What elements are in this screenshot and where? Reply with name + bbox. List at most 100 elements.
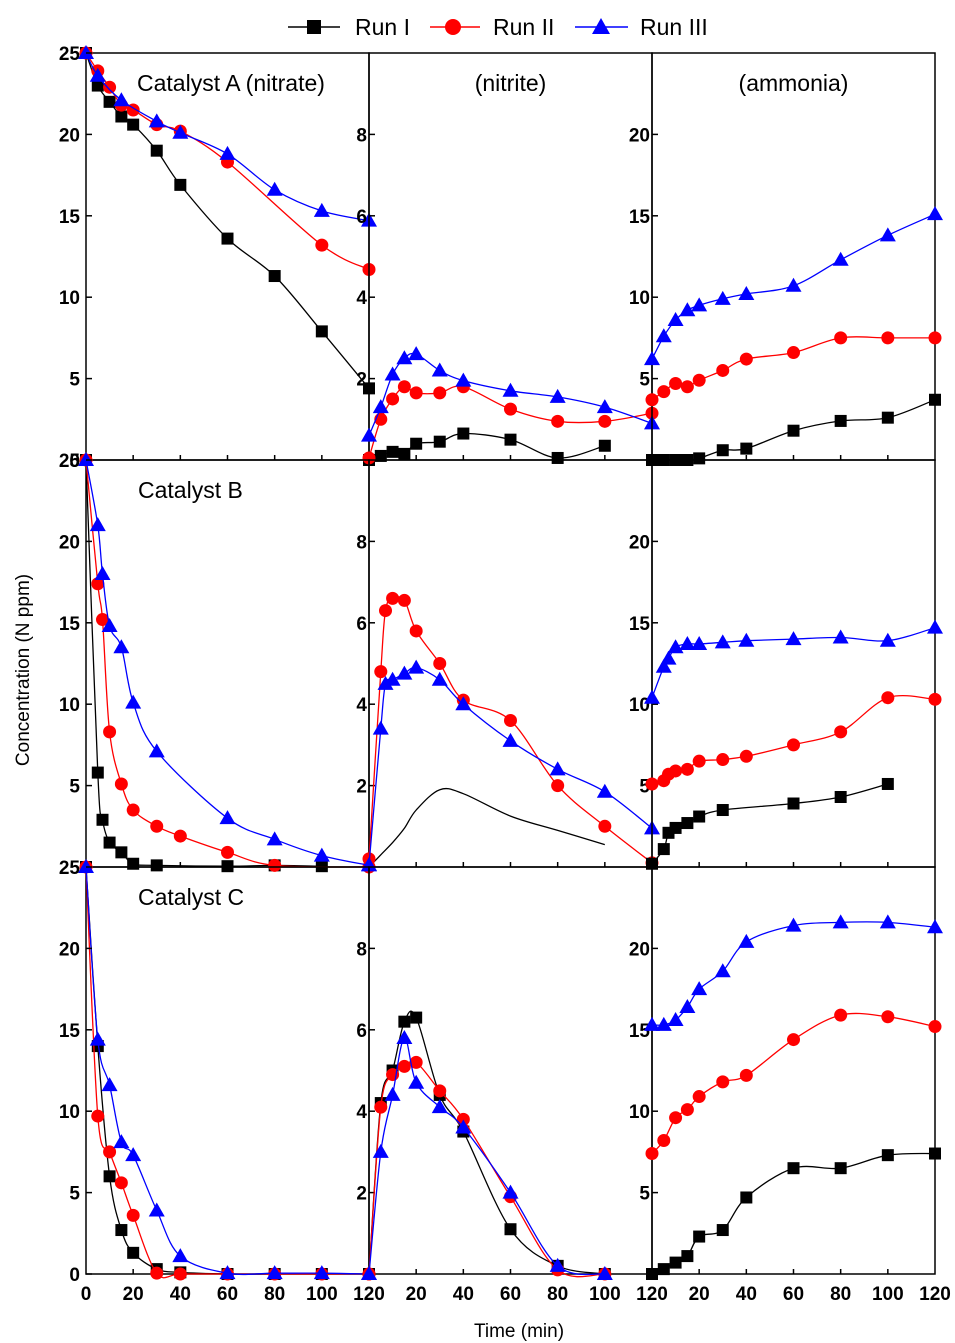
data-point-square xyxy=(433,435,446,448)
data-point-square xyxy=(315,860,328,873)
panel-catalyst-c-ammonia: 5 10 15 20 xyxy=(629,866,943,1280)
data-point-circle xyxy=(787,738,800,752)
series-run-ii xyxy=(645,1008,942,1161)
series-run-iii xyxy=(644,619,943,704)
x-tick-label: 120 xyxy=(919,1284,951,1305)
data-point-triangle xyxy=(644,689,660,704)
data-point-triangle xyxy=(691,297,708,312)
data-point-triangle xyxy=(644,351,660,366)
data-point-circle xyxy=(96,613,110,627)
y-tick-label: 5 xyxy=(69,370,80,391)
y-tick-label: 25 xyxy=(59,858,81,879)
data-point-square xyxy=(127,1246,140,1259)
data-point-triangle xyxy=(691,981,708,996)
data-point-triangle xyxy=(596,399,613,414)
data-point-circle xyxy=(150,1266,164,1280)
x-tick-label: 60 xyxy=(783,1284,804,1305)
legend-square-marker xyxy=(307,20,321,34)
data-point-triangle xyxy=(455,696,472,711)
data-point-square xyxy=(716,1224,729,1237)
panel-catalyst-c-nitrite: 2 4 6 8 xyxy=(356,866,653,1281)
x-tick-label: 40 xyxy=(170,1284,191,1305)
series-run-ii xyxy=(645,691,942,791)
data-point-triangle xyxy=(101,618,118,633)
y-tick-label: 4 xyxy=(356,695,367,716)
y-tick-label: 10 xyxy=(59,1102,80,1123)
y-tick-label: 10 xyxy=(59,695,80,716)
y-tick-label: 0 xyxy=(69,451,80,472)
data-point-circle xyxy=(739,749,753,763)
data-point-square xyxy=(386,445,399,458)
x-tick-label: 0 xyxy=(81,1284,92,1305)
series-run-iii xyxy=(78,859,377,1280)
data-point-triangle xyxy=(148,743,165,758)
series-run-i xyxy=(646,1147,941,1280)
data-point-triangle xyxy=(455,1119,472,1134)
data-point-circle xyxy=(315,238,329,252)
data-point-triangle xyxy=(384,1086,401,1101)
data-point-square xyxy=(598,439,611,452)
data-point-triangle xyxy=(172,1248,189,1263)
data-point-triangle xyxy=(396,665,413,680)
data-point-square xyxy=(221,860,234,873)
data-point-triangle xyxy=(785,917,802,932)
data-point-square xyxy=(669,1256,682,1269)
y-tick-label: 5 xyxy=(639,1184,650,1205)
series-line-run-iii xyxy=(85,866,370,1276)
data-point-triangle xyxy=(125,1147,142,1162)
data-point-square xyxy=(834,790,847,803)
data-point-square xyxy=(504,1223,517,1236)
data-point-triangle xyxy=(738,285,755,300)
panel-frame xyxy=(368,866,653,1275)
series-run-ii xyxy=(645,331,942,407)
data-point-square xyxy=(657,843,670,856)
data-point-square xyxy=(398,1015,411,1028)
data-point-triangle xyxy=(832,251,849,266)
series-run-i xyxy=(646,777,894,870)
data-point-square xyxy=(96,813,109,826)
y-tick-label: 10 xyxy=(59,288,80,309)
y-tick-label: 15 xyxy=(629,1021,651,1042)
legend: Run I Run II Run III xyxy=(288,14,708,40)
series-line-run-iii xyxy=(368,666,653,866)
y-tick-label: 6 xyxy=(356,207,367,228)
data-point-triangle xyxy=(372,720,389,735)
legend-item-run-i: Run I xyxy=(288,14,410,40)
data-point-square xyxy=(693,1230,706,1243)
data-point-triangle xyxy=(927,919,943,934)
data-point-triangle xyxy=(384,366,401,381)
data-point-triangle xyxy=(89,517,106,532)
data-point-triangle xyxy=(679,302,696,317)
y-tick-label: 25 xyxy=(59,451,81,472)
data-point-square xyxy=(91,79,104,92)
data-point-circle xyxy=(91,577,105,591)
data-point-circle xyxy=(397,593,411,607)
data-point-circle xyxy=(645,393,659,407)
y-tick-label: 20 xyxy=(629,125,650,146)
data-point-square xyxy=(787,1162,800,1175)
data-point-circle xyxy=(268,858,282,872)
data-point-circle xyxy=(739,352,753,366)
data-point-triangle xyxy=(384,671,401,686)
data-point-triangle xyxy=(313,202,330,217)
data-point-square xyxy=(881,411,894,424)
data-point-triangle xyxy=(502,732,519,747)
data-point-triangle xyxy=(691,635,708,650)
row-catalyst-c: Catalyst C 2 4 6 8 5 10 15 20 0 5 10 15 20 25 xyxy=(59,858,943,1286)
data-point-triangle xyxy=(219,810,236,825)
y-tick-label: 20 xyxy=(629,532,650,553)
data-point-triangle xyxy=(502,382,519,397)
y-tick-label: 20 xyxy=(629,939,650,960)
y-tick-label: 2 xyxy=(356,370,367,391)
data-point-triangle xyxy=(172,124,189,139)
y-tick-label: 15 xyxy=(59,614,81,635)
x-tick-label: 80 xyxy=(830,1284,851,1305)
panel-frame xyxy=(651,52,936,461)
data-point-circle xyxy=(881,331,895,345)
data-point-triangle xyxy=(313,847,330,862)
data-point-square xyxy=(115,110,128,123)
data-point-square xyxy=(268,270,281,283)
data-point-circle xyxy=(881,691,895,705)
data-point-circle xyxy=(787,1033,800,1047)
